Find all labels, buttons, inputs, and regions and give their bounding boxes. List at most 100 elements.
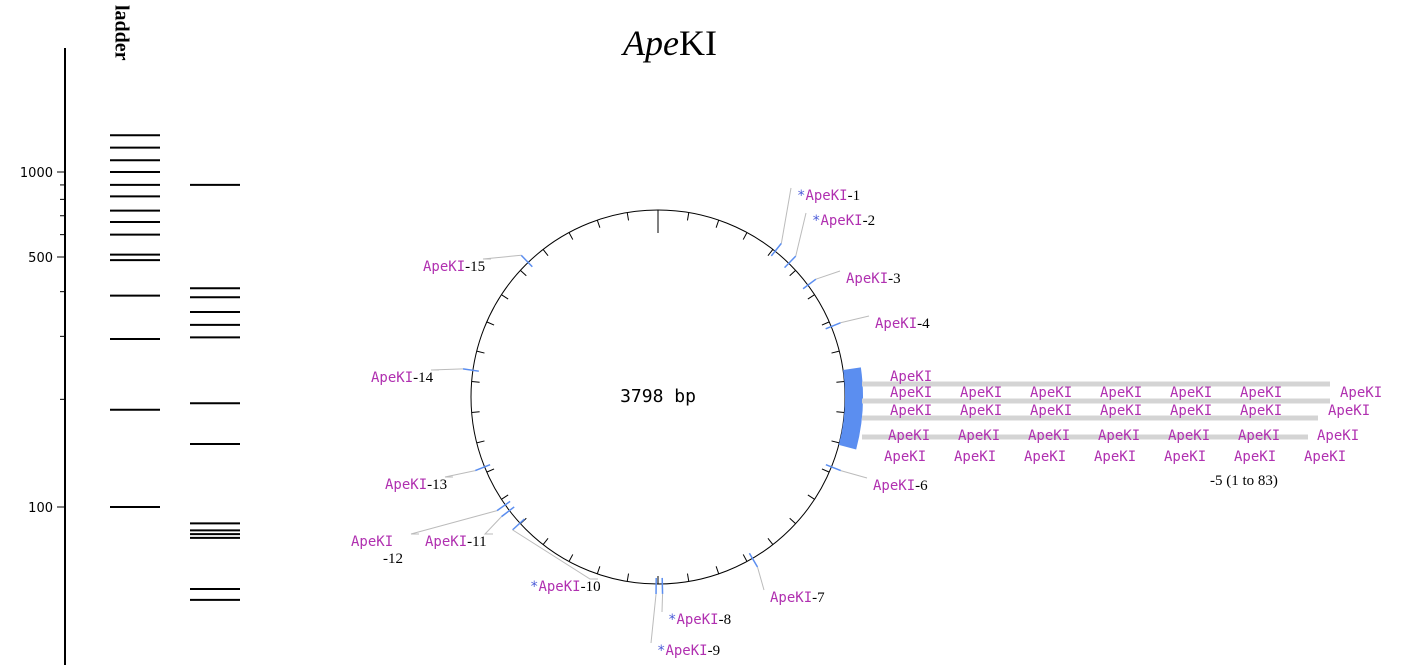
ring-tick <box>808 295 815 299</box>
site-suffix: -1 <box>848 188 861 204</box>
site-star: * <box>812 213 820 229</box>
lane-label: ladder <box>110 5 132 61</box>
site-suffix: -8 <box>719 612 732 628</box>
site-suffix: -2 <box>863 213 876 229</box>
cluster-label: ApeKI <box>1100 385 1142 401</box>
site-suffix: -4 <box>917 316 930 332</box>
leader-line <box>411 511 497 534</box>
cluster-label: ApeKI <box>1240 385 1282 401</box>
site-label: *ApeKI-1 <box>797 188 860 204</box>
site-label: ApeKI-14 <box>371 370 434 386</box>
cluster-label: ApeKI <box>954 449 996 465</box>
ring-tick <box>597 566 600 574</box>
site-suffix: -7 <box>812 590 825 606</box>
cluster-label: ApeKI <box>1164 449 1206 465</box>
plasmid-size: 3798 bp <box>620 386 696 407</box>
ring-tick <box>768 538 773 544</box>
site-name: ApeKI <box>875 316 917 332</box>
site-name: ApeKI <box>425 534 467 550</box>
ring-tick <box>822 469 829 472</box>
cut-site <box>521 255 532 267</box>
cluster-label: ApeKI <box>1234 449 1276 465</box>
ring-tick <box>487 469 494 472</box>
title: ApeKI <box>621 23 717 63</box>
ring-tick <box>790 518 796 523</box>
cluster-arc <box>847 369 854 447</box>
site-name: ApeKI <box>820 213 862 229</box>
site-label: ApeKI-7 <box>770 590 825 606</box>
ring-tick <box>520 270 526 275</box>
ring-tick <box>743 233 747 240</box>
cluster-label: ApeKI <box>1304 449 1346 465</box>
site-name: ApeKI <box>665 643 707 659</box>
cluster-label: ApeKI <box>1098 428 1140 444</box>
ring-tick <box>808 495 815 499</box>
site-label: *ApeKI-9 <box>657 643 720 659</box>
site-suffix: -14 <box>413 370 433 386</box>
leader-line <box>483 255 521 259</box>
cut-site <box>785 256 796 267</box>
ring-tick <box>687 574 688 582</box>
site-label: *ApeKI-8 <box>668 612 731 628</box>
ring-tick <box>716 566 719 574</box>
site-suffix: -12 <box>383 551 403 567</box>
ring-tick <box>501 295 508 299</box>
ring-tick <box>822 322 829 325</box>
cut-site <box>749 553 757 567</box>
site-name: ApeKI <box>805 188 847 204</box>
leader-line <box>816 271 840 279</box>
ring-tick <box>543 538 548 544</box>
site-label: ApeKI-4 <box>875 316 930 332</box>
site-name: ApeKI <box>538 579 580 595</box>
site-label: *ApeKI-10 <box>530 579 601 595</box>
cluster-label: ApeKI <box>1030 403 1072 419</box>
ring-tick <box>569 233 573 240</box>
site-suffix: -15 <box>465 259 485 275</box>
cluster-label: ApeKI <box>1240 403 1282 419</box>
cluster-label: ApeKI <box>890 403 932 419</box>
site-suffix: -11 <box>467 534 486 550</box>
leader-line <box>662 594 663 612</box>
site-suffix: -9 <box>708 643 721 659</box>
cut-site <box>463 369 479 371</box>
leader-line <box>757 567 764 590</box>
y-tick-label: 500 <box>28 251 53 266</box>
leader-line <box>841 471 867 478</box>
ring-tick <box>627 213 628 221</box>
cut-site <box>513 519 525 530</box>
site-name: ApeKI <box>371 370 413 386</box>
ring-tick <box>832 351 840 353</box>
ring-tick <box>477 441 485 443</box>
figure: ApeKI ladder 3798 bp 1005001000*ApeKI-1*… <box>0 0 1404 672</box>
ring-tick <box>743 554 747 561</box>
leader-line <box>445 471 475 477</box>
ring-tick <box>790 270 796 275</box>
cut-site <box>475 465 490 471</box>
ring-tick <box>627 574 628 582</box>
ring-tick <box>836 382 844 383</box>
leader-line <box>840 316 869 323</box>
cluster-label: ApeKI <box>1317 428 1359 444</box>
site-name: ApeKI <box>770 590 812 606</box>
cluster-label: ApeKI <box>1168 428 1210 444</box>
cluster-label: ApeKI <box>1024 449 1066 465</box>
ring-tick <box>716 220 719 228</box>
ring-tick <box>477 351 485 353</box>
site-label: *ApeKI-2 <box>812 213 875 229</box>
site-name: ApeKI <box>385 477 427 493</box>
ring-tick <box>569 554 573 561</box>
ring-tick <box>543 249 548 255</box>
title-italic: Ape <box>621 23 679 63</box>
y-tick-label: 1000 <box>20 166 53 181</box>
site-name: ApeKI <box>676 612 718 628</box>
site-label: ApeKI-6 <box>873 478 928 494</box>
cluster-label: ApeKI <box>890 385 932 401</box>
ring-tick <box>501 495 508 499</box>
ring-tick <box>687 213 688 221</box>
cluster-label: ApeKI <box>1094 449 1136 465</box>
site-star: * <box>530 579 538 595</box>
site-label: ApeKI-15 <box>423 259 485 275</box>
cluster-label: ApeKI <box>1028 428 1070 444</box>
site-name: ApeKI <box>873 478 915 494</box>
site-star: * <box>657 643 665 659</box>
